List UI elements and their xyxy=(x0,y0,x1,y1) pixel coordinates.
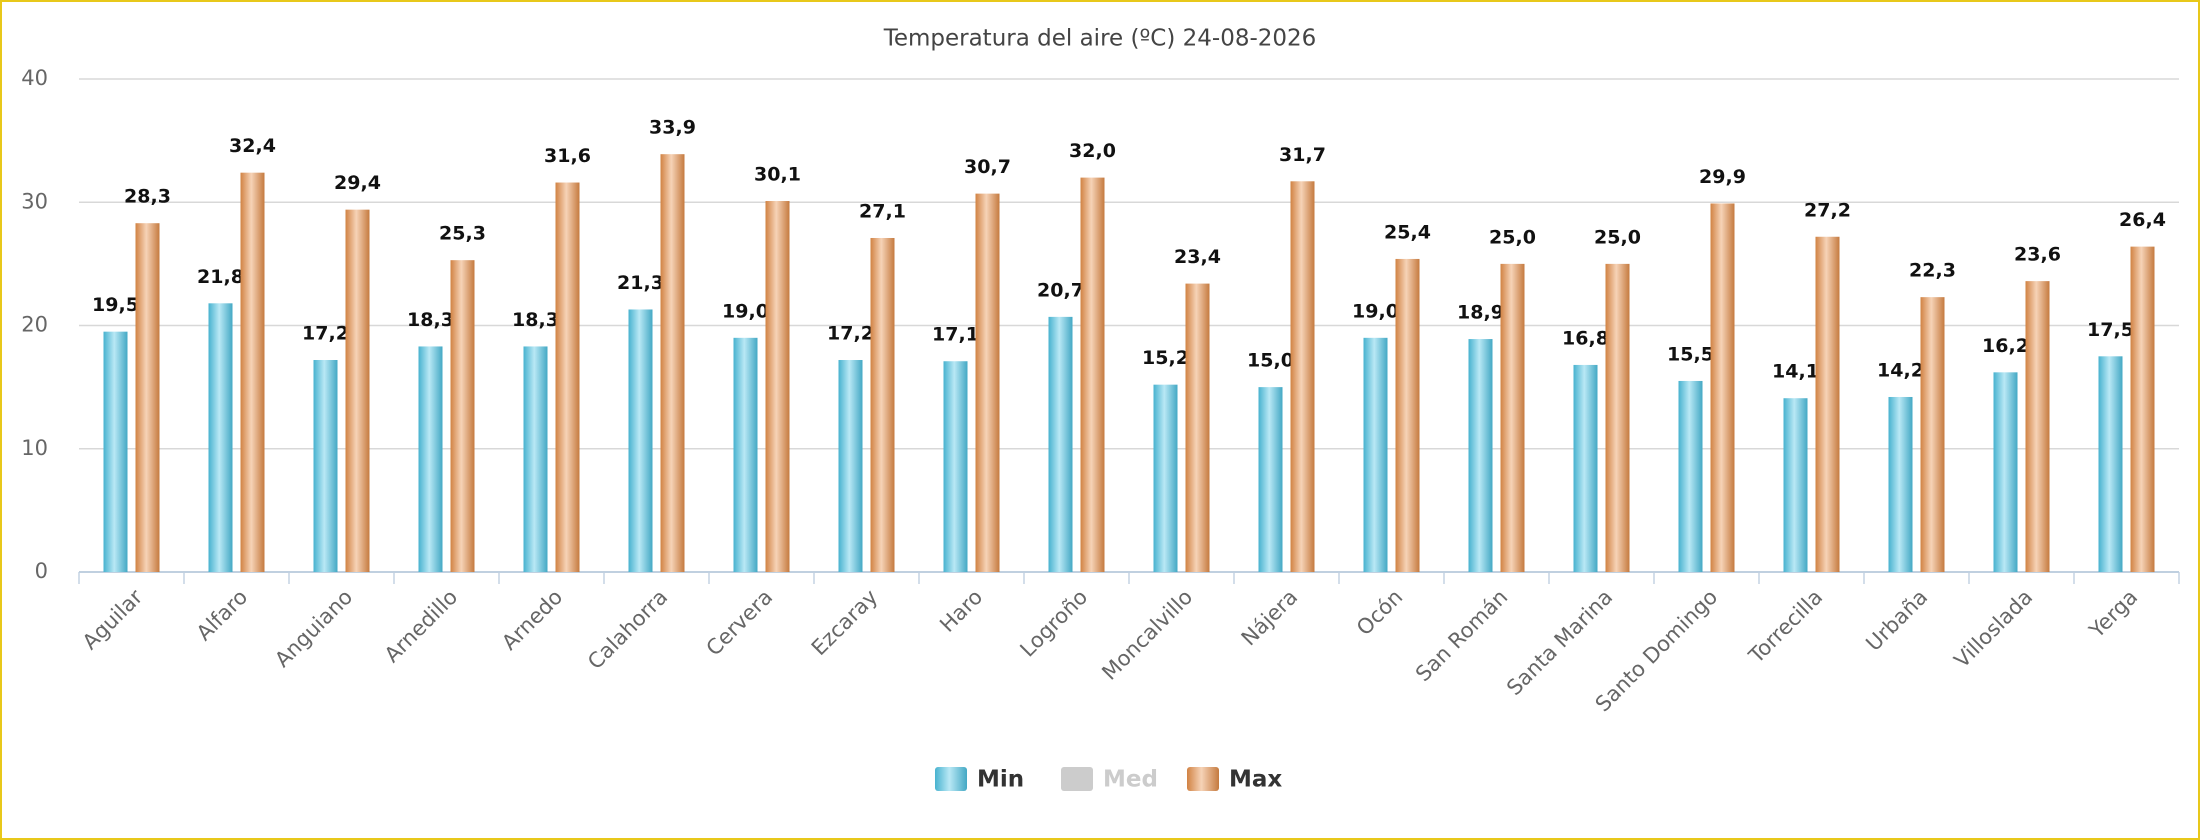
bar xyxy=(240,172,265,573)
data-label: 30,7 xyxy=(964,156,1011,178)
data-label: 22,3 xyxy=(1909,260,1956,282)
bar xyxy=(2130,246,2155,572)
data-label: 29,4 xyxy=(334,172,381,194)
data-label: 16,2 xyxy=(1982,335,2029,357)
data-label: 25,4 xyxy=(1384,221,1431,243)
bar xyxy=(1783,398,1808,572)
bar xyxy=(733,337,758,572)
bar xyxy=(1258,387,1283,572)
bar xyxy=(1153,384,1178,572)
data-label: 32,0 xyxy=(1069,140,1116,162)
data-label: 25,0 xyxy=(1489,226,1536,248)
bar xyxy=(1048,316,1073,572)
legend-item[interactable]: Max xyxy=(1187,767,1282,793)
chart-title: Temperatura del aire (ºC) 24-08-2026 xyxy=(883,26,1317,52)
y-tick-label: 30 xyxy=(21,189,48,213)
data-label: 15,2 xyxy=(1142,347,1189,369)
bar xyxy=(208,303,233,572)
bar xyxy=(1920,297,1945,572)
data-label: 19,5 xyxy=(92,294,139,316)
data-label: 25,3 xyxy=(439,223,486,245)
data-label: 15,5 xyxy=(1667,343,1714,365)
bar xyxy=(418,346,443,572)
bar xyxy=(103,331,128,572)
data-label: 21,3 xyxy=(617,272,664,294)
data-label: 29,9 xyxy=(1699,166,1746,188)
y-tick-label: 10 xyxy=(21,436,48,460)
data-label: 27,1 xyxy=(859,200,906,222)
legend-label: Max xyxy=(1229,767,1282,793)
bar xyxy=(870,237,895,572)
bar xyxy=(1500,263,1525,572)
data-label: 14,2 xyxy=(1877,359,1924,381)
bar xyxy=(1993,372,2018,572)
legend-swatch xyxy=(1187,767,1219,791)
y-tick-label: 40 xyxy=(21,66,48,90)
bar xyxy=(1678,380,1703,572)
data-label: 27,2 xyxy=(1804,199,1851,221)
bar xyxy=(660,154,685,572)
bar xyxy=(1815,236,1840,572)
bar xyxy=(1080,177,1105,572)
bar xyxy=(1888,396,1913,572)
data-label: 33,9 xyxy=(649,117,696,139)
bar xyxy=(2025,281,2050,572)
data-label: 31,7 xyxy=(1279,144,1326,166)
data-label: 15,0 xyxy=(1247,350,1294,372)
legend-label: Min xyxy=(977,767,1024,793)
data-label: 17,2 xyxy=(302,323,349,345)
data-label: 30,1 xyxy=(754,164,801,186)
bar xyxy=(943,361,968,572)
bar xyxy=(450,260,475,572)
data-label: 23,4 xyxy=(1174,246,1221,268)
data-label: 17,2 xyxy=(827,323,874,345)
bar xyxy=(345,209,370,572)
bar xyxy=(765,201,790,572)
data-label: 32,4 xyxy=(229,135,276,157)
data-label: 31,6 xyxy=(544,145,591,167)
data-label: 20,7 xyxy=(1037,279,1084,301)
data-label: 17,5 xyxy=(2087,319,2134,341)
bar xyxy=(313,360,338,572)
data-label: 14,1 xyxy=(1772,361,1819,383)
bar xyxy=(1363,337,1388,572)
bar xyxy=(1185,283,1210,572)
bar xyxy=(523,346,548,572)
legend-item[interactable]: Med xyxy=(1061,767,1158,793)
legend-swatch xyxy=(935,767,967,791)
bar xyxy=(1605,263,1630,572)
legend-label: Med xyxy=(1103,767,1158,793)
bar xyxy=(1290,181,1315,573)
legend-item[interactable]: Min xyxy=(935,767,1024,793)
legend-swatch xyxy=(1061,767,1093,791)
bar xyxy=(2098,356,2123,572)
data-label: 19,0 xyxy=(1352,300,1399,322)
data-label: 18,3 xyxy=(512,309,559,331)
bar xyxy=(135,223,160,572)
data-label: 26,4 xyxy=(2119,209,2166,231)
data-label: 17,1 xyxy=(932,324,979,346)
bar xyxy=(838,360,863,572)
bar xyxy=(975,193,1000,572)
data-label: 28,3 xyxy=(124,186,171,208)
bar xyxy=(1395,258,1420,572)
data-label: 21,8 xyxy=(197,266,244,288)
data-label: 18,9 xyxy=(1457,302,1504,324)
y-tick-label: 0 xyxy=(35,559,48,583)
data-label: 23,6 xyxy=(2014,244,2061,266)
bar xyxy=(1468,339,1493,572)
bar xyxy=(628,309,653,572)
bar xyxy=(1573,364,1598,572)
data-label: 18,3 xyxy=(407,309,454,331)
y-tick-label: 20 xyxy=(21,313,48,337)
data-label: 16,8 xyxy=(1562,327,1609,349)
bar xyxy=(555,182,580,572)
data-label: 19,0 xyxy=(722,300,769,322)
data-label: 25,0 xyxy=(1594,226,1641,248)
bar xyxy=(1710,203,1735,573)
